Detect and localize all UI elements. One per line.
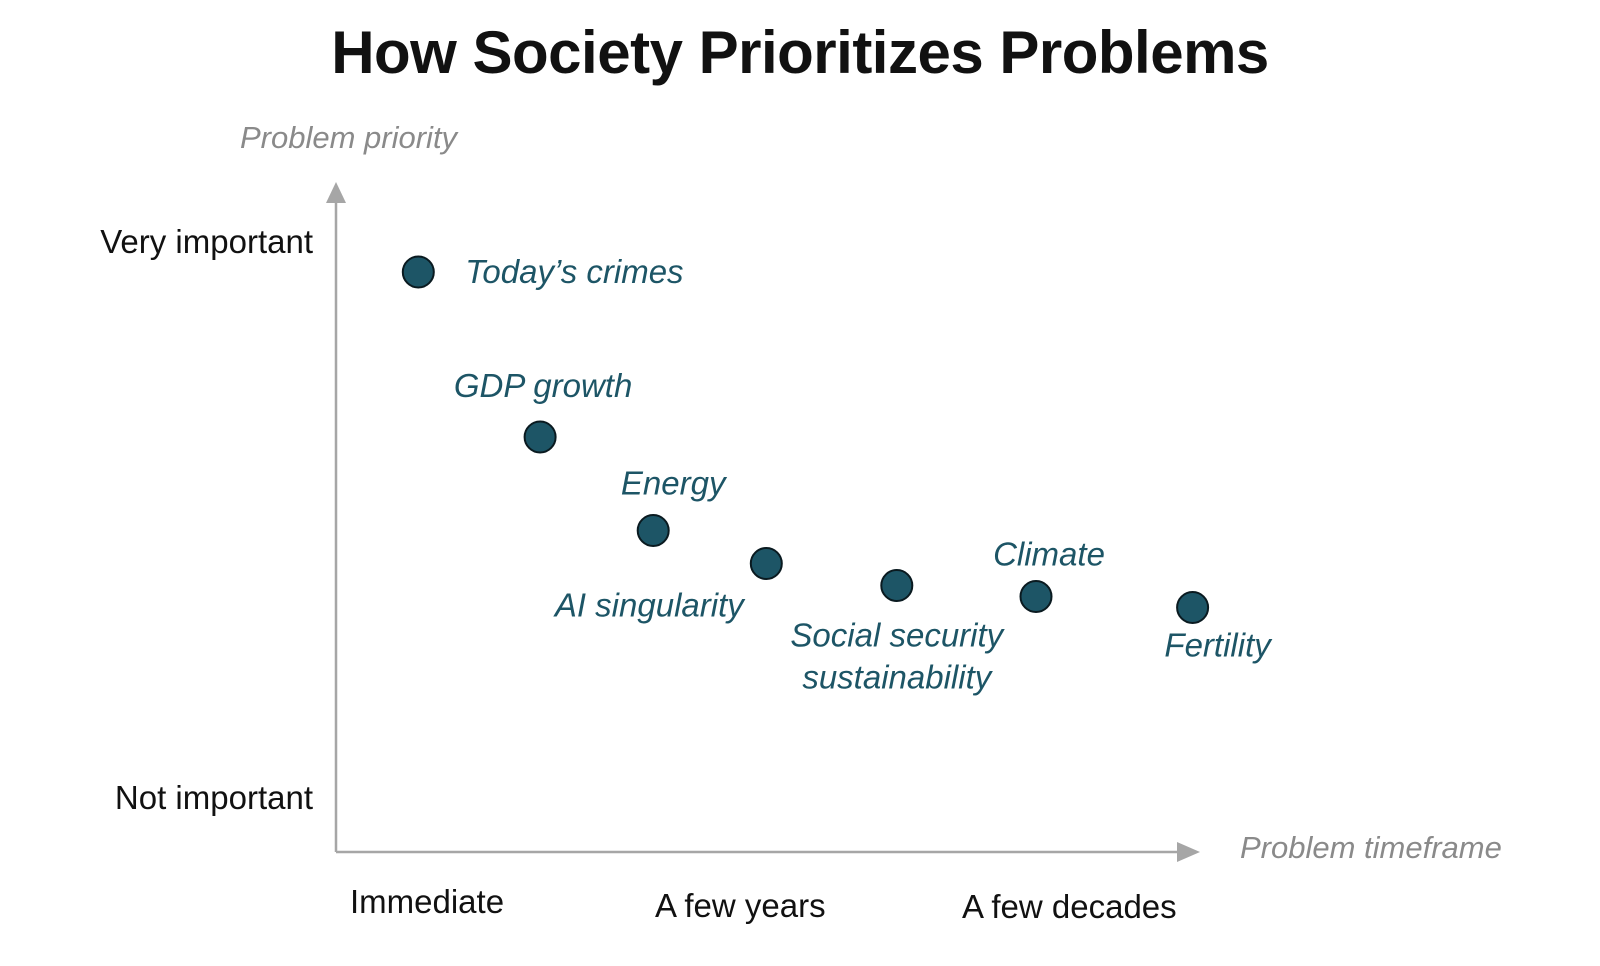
point-label-line: AI singularity bbox=[553, 587, 746, 624]
point-label: Social security sustainability bbox=[790, 617, 1005, 696]
x-tick-label: Immediate bbox=[350, 883, 504, 920]
point-labels: Today’s crimes GDP growth Energy AI singula… bbox=[454, 253, 1273, 696]
x-tick-label: A few years bbox=[655, 887, 826, 924]
point-label-line: GDP growth bbox=[454, 367, 633, 404]
point-label: Climate bbox=[993, 536, 1105, 573]
chart-title: How Society Prioritizes Problems bbox=[331, 19, 1269, 86]
point-label: GDP growth bbox=[454, 367, 633, 404]
point-label-line: Today’s crimes bbox=[465, 253, 683, 290]
point-label-line: Fertility bbox=[1164, 627, 1273, 664]
y-axis-arrow bbox=[326, 182, 346, 203]
data-point bbox=[1176, 591, 1210, 624]
axes: Problem priority Problem timeframe bbox=[240, 120, 1502, 865]
data-point bbox=[523, 420, 557, 454]
x-axis-title: Problem timeframe bbox=[1240, 830, 1502, 865]
point-label: Fertility bbox=[1164, 627, 1273, 664]
point-label: AI singularity bbox=[553, 587, 746, 624]
y-tick-label: Not important bbox=[115, 779, 313, 816]
y-axis-title: Problem priority bbox=[240, 120, 460, 155]
data-point bbox=[401, 255, 435, 289]
data-point bbox=[636, 514, 670, 547]
point-label-line: Energy bbox=[621, 465, 728, 502]
point-label: Today’s crimes bbox=[465, 253, 683, 290]
y-tick-label: Very important bbox=[100, 223, 313, 260]
tick-labels: Very important Not important Immediate A fe… bbox=[100, 223, 1176, 925]
point-label: Energy bbox=[621, 465, 728, 502]
point-label-line: Climate bbox=[993, 536, 1105, 573]
data-point bbox=[880, 569, 914, 602]
point-label-line: sustainability bbox=[802, 659, 993, 696]
x-tick-label: A few decades bbox=[962, 888, 1177, 925]
data-point bbox=[749, 547, 783, 580]
data-points bbox=[401, 255, 1210, 624]
point-label-line: Social security bbox=[790, 617, 1005, 654]
data-point bbox=[1019, 580, 1053, 613]
x-axis-arrow bbox=[1177, 842, 1200, 862]
